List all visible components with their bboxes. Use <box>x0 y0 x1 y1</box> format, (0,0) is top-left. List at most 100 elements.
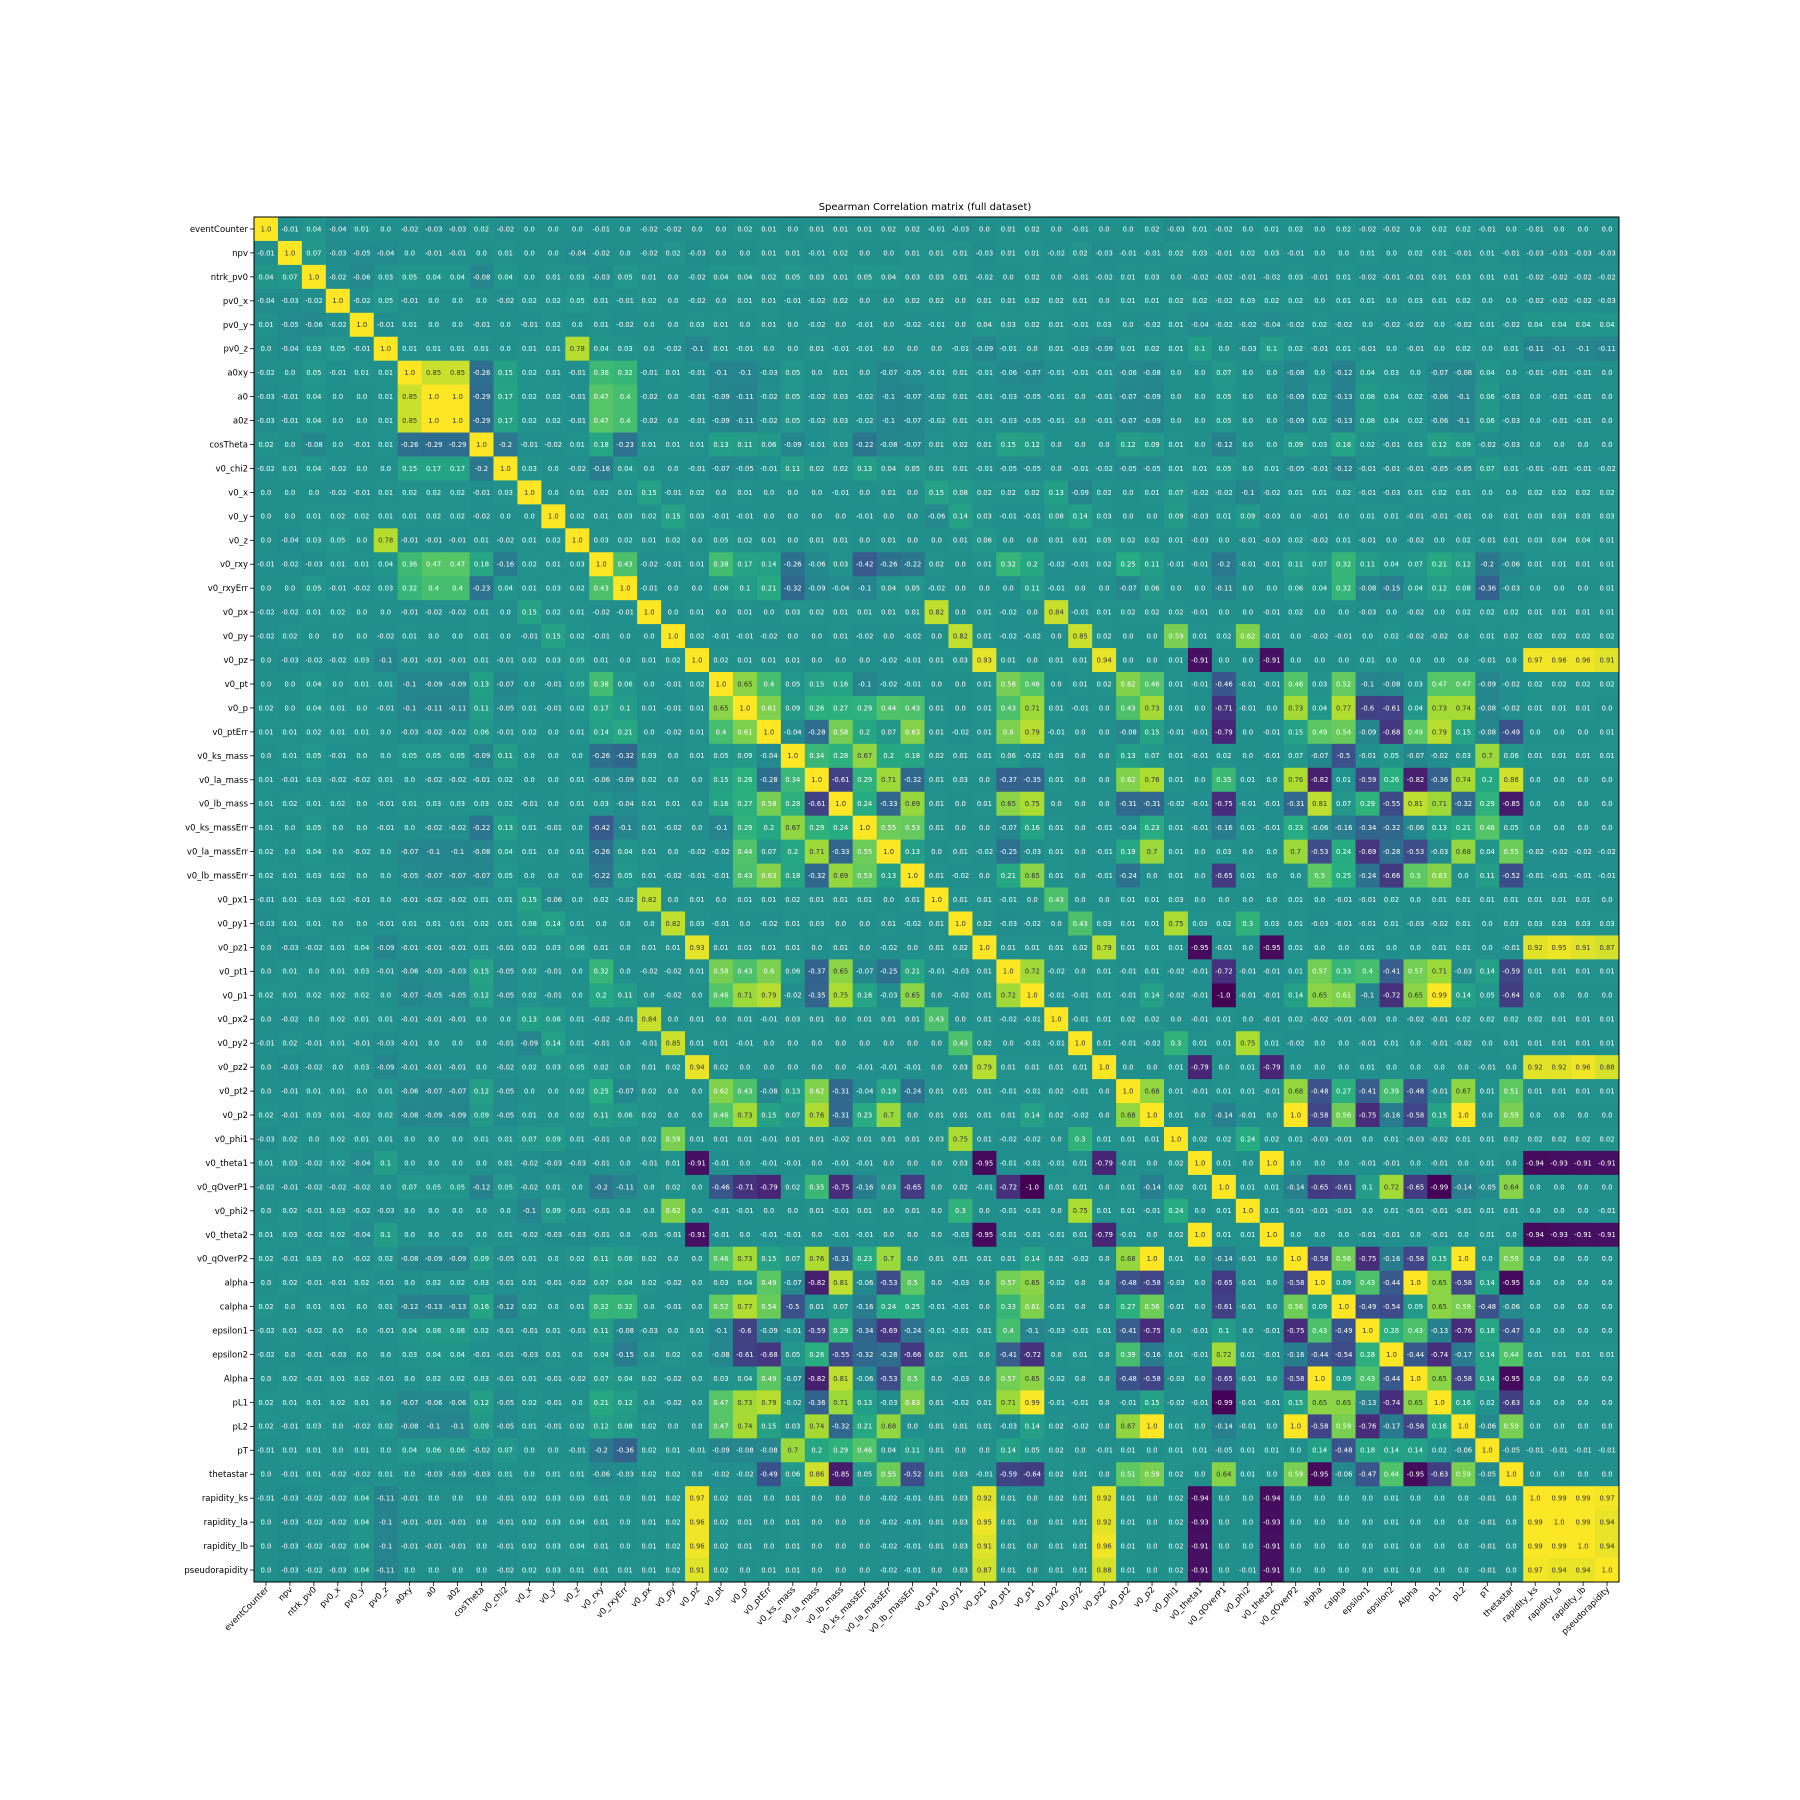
heatmap-cell-value: -0.02 <box>880 944 898 952</box>
heatmap-cell <box>421 264 446 290</box>
heatmap-cell-value: 0.12 <box>1456 561 1471 569</box>
heatmap-cell-value: 0.01 <box>1288 896 1303 904</box>
heatmap-cell-value: 0.04 <box>1312 704 1327 712</box>
heatmap-cell-value: 0.01 <box>282 465 297 473</box>
heatmap-cell-value: -0.01 <box>401 609 419 617</box>
heatmap-cell-value: 0.03 <box>1192 249 1207 257</box>
heatmap-cell-value: 0.21 <box>1432 561 1447 569</box>
heatmap-cell-value: 0.01 <box>929 944 944 952</box>
heatmap-cell <box>397 288 423 314</box>
heatmap-cell-value: -0.26 <box>592 752 610 760</box>
heatmap-cell <box>828 360 854 386</box>
heatmap-cell-value: -0.01 <box>1526 872 1544 880</box>
heatmap-cell-value: 0.0 <box>356 417 367 425</box>
heatmap-cell-value: 0.01 <box>570 800 585 808</box>
heatmap-cell <box>1044 240 1069 266</box>
heatmap-cell-value: 0.01 <box>953 273 968 281</box>
heatmap-cell <box>876 217 901 242</box>
heatmap-cell <box>1092 312 1117 338</box>
heatmap-cell-value: 0.85 <box>1073 632 1088 640</box>
heatmap-cell-value: -0.03 <box>1000 417 1018 425</box>
heatmap-cell-value: 0.0 <box>955 800 966 808</box>
heatmap-cell <box>397 384 423 409</box>
heatmap-cell-value: -0.02 <box>425 776 443 784</box>
heatmap-cell-value: 0.01 <box>953 417 968 425</box>
heatmap-cell-value: -0.02 <box>1431 632 1449 640</box>
heatmap-cell-value: 0.03 <box>522 465 537 473</box>
heatmap-cell-value: -0.01 <box>521 632 539 640</box>
heatmap-cell-value: -0.03 <box>1263 513 1281 521</box>
heatmap-cell <box>1259 240 1285 266</box>
heatmap-cell-value: 0.1 <box>1195 345 1206 353</box>
heatmap-cell-value: 0.01 <box>1528 609 1543 617</box>
heatmap-cell <box>1140 288 1165 314</box>
heatmap-cell <box>445 264 470 290</box>
heatmap-cell-value: -0.07 <box>1119 417 1137 425</box>
heatmap-cell-value: 0.04 <box>498 273 513 281</box>
heatmap-cell <box>1092 336 1117 362</box>
heatmap-cell-value: -0.02 <box>425 609 443 617</box>
heatmap-cell <box>1235 288 1261 314</box>
heatmap-cell-value: 0.0 <box>1554 728 1565 736</box>
heatmap-cell-value: -0.01 <box>401 944 419 952</box>
heatmap-cell-value: 0.79 <box>1432 728 1447 736</box>
heatmap-cell-value: 0.0 <box>1386 656 1397 664</box>
heatmap-cell-value: -0.53 <box>1407 848 1425 856</box>
heatmap-cell-value: 0.32 <box>1336 561 1351 569</box>
heatmap-cell-value: -0.01 <box>1407 513 1425 521</box>
heatmap-cell-value: 0.01 <box>378 489 393 497</box>
heatmap-cell <box>756 336 782 362</box>
heatmap-cell-value: 0.0 <box>1506 297 1517 305</box>
heatmap-cell-value: 0.0 <box>883 345 894 353</box>
heatmap-cell-value: 0.0 <box>1434 321 1445 329</box>
heatmap-cell-value: -0.02 <box>1359 225 1377 233</box>
heatmap-cell <box>493 336 518 362</box>
heatmap-cell <box>1427 288 1452 314</box>
heatmap-cell-value: -0.29 <box>425 441 443 449</box>
heatmap-cell <box>445 360 470 386</box>
heatmap-cell-value: 1.0 <box>787 752 798 760</box>
heatmap-cell-value: 0.0 <box>907 537 918 545</box>
heatmap-cell-value: 0.04 <box>498 585 513 593</box>
heatmap-cell-value: 0.02 <box>522 369 537 377</box>
heatmap-cell-value: 0.03 <box>689 513 704 521</box>
heatmap-cell <box>613 240 638 266</box>
heatmap-cell-value: -0.01 <box>664 680 682 688</box>
heatmap-cell-value: 0.01 <box>785 249 800 257</box>
heatmap-cell <box>972 240 997 266</box>
heatmap-cell <box>254 312 279 338</box>
heatmap-cell-value: 0.0 <box>811 369 822 377</box>
heatmap-cell-value: 0.02 <box>1025 297 1040 305</box>
heatmap-cell-value: 0.0 <box>1266 417 1277 425</box>
heatmap-cell-value: 0.01 <box>1073 656 1088 664</box>
heatmap-cell-value: -0.2 <box>475 465 488 473</box>
heatmap-cell-value: 0.01 <box>689 441 704 449</box>
heatmap-cell-value: -0.75 <box>1215 800 1233 808</box>
heatmap-cell <box>756 360 782 386</box>
heatmap-cell <box>254 264 279 290</box>
heatmap-cell <box>1164 312 1189 338</box>
heatmap-cell-value: 0.85 <box>426 369 441 377</box>
heatmap-cell-value: 0.03 <box>306 872 321 880</box>
heatmap-cell-value: 1.0 <box>620 585 631 593</box>
heatmap-cell-value: 0.0 <box>1530 728 1541 736</box>
heatmap-cell-value: 0.04 <box>1360 369 1375 377</box>
heatmap-cell-value: 0.01 <box>642 704 657 712</box>
heatmap-cell-value: 0.05 <box>498 872 513 880</box>
heatmap-cell-value: -0.02 <box>1574 273 1592 281</box>
heatmap-cell-value: 0.05 <box>905 585 920 593</box>
heatmap-cell-value: 0.21 <box>618 728 633 736</box>
heatmap-cell-value: 0.71 <box>1432 800 1447 808</box>
heatmap-cell <box>1499 336 1524 362</box>
heatmap-cell-value: -0.03 <box>1023 848 1041 856</box>
heatmap-cell-value: 0.07 <box>1336 800 1351 808</box>
heatmap-cell-value: -0.03 <box>257 417 275 425</box>
heatmap-cell <box>445 240 470 266</box>
heatmap-cell-value: 0.13 <box>905 848 920 856</box>
heatmap-cell-value: 0.0 <box>931 848 942 856</box>
heatmap-cell-value: -0.05 <box>281 321 299 329</box>
heatmap-cell-value: -0.08 <box>1119 728 1137 736</box>
heatmap-cell-value: 0.0 <box>1242 369 1253 377</box>
heatmap-cell <box>637 217 662 242</box>
heatmap-cell-value: -0.05 <box>1431 465 1449 473</box>
